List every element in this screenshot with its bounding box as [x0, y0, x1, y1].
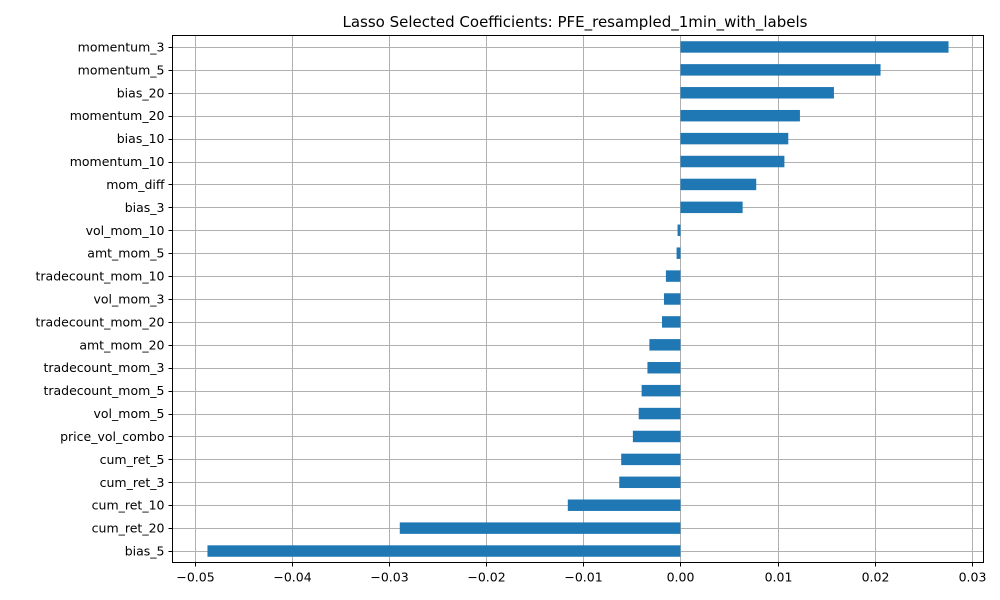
y-tick-label: amt_mom_20 [79, 337, 164, 352]
y-tick-label: momentum_3 [78, 39, 165, 54]
bar-momentum-10 [680, 155, 785, 168]
plot-frame [172, 35, 984, 563]
chart-title: Lasso Selected Coefficients: PFE_resampl… [343, 13, 808, 32]
y-tick-label: bias_20 [117, 85, 165, 100]
bar-cum-ret-20 [399, 522, 681, 534]
bar-amt-mom-5 [676, 247, 681, 259]
bar-tradecount-mom-3 [647, 362, 681, 374]
bar-cum-ret-3 [619, 476, 681, 489]
y-tick-label: bias_10 [117, 131, 165, 146]
y-tick-label: tradecount_mom_5 [43, 383, 164, 398]
y-tick-label: tradecount_mom_10 [36, 269, 165, 284]
y-tick-label: cum_ret_20 [92, 521, 165, 536]
bar-momentum-20 [680, 109, 800, 122]
y-tick-label: bias_5 [125, 544, 165, 559]
y-tick-label: cum_ret_3 [100, 475, 165, 490]
y-tick-label: tradecount_mom_20 [36, 314, 165, 329]
y-tick-label: cum_ret_5 [100, 452, 165, 467]
x-tick-label: −0.03 [370, 570, 408, 585]
bar-bias-10 [680, 132, 789, 145]
bar-vol-mom-5 [638, 407, 681, 420]
y-tick-label: bias_3 [125, 200, 165, 215]
bar-tradecount-mom-20 [662, 316, 681, 328]
x-tick-label: 0.02 [862, 570, 890, 585]
bar-bias-5 [207, 545, 681, 557]
x-axis-ticks: −0.05 −0.04 −0.03 −0.02 −0.01 0.00 0.01 0.02 0.0… [176, 562, 987, 585]
bar-tradecount-mom-5 [641, 384, 681, 397]
bar-momentum-3 [680, 41, 949, 53]
x-tick-label: −0.02 [467, 570, 505, 585]
y-tick-label: tradecount_mom_3 [43, 360, 164, 375]
y-tick-label: momentum_10 [70, 154, 165, 169]
x-tick-label: 0.03 [959, 570, 987, 585]
y-tick-label: vol_mom_5 [94, 406, 165, 421]
y-tick-label: cum_ret_10 [92, 498, 165, 513]
x-tick-label: −0.05 [176, 570, 214, 585]
y-tick-label: price_vol_combo [60, 429, 164, 444]
bar-tradecount-mom-10 [665, 270, 681, 282]
y-tick-label: vol_mom_3 [94, 292, 165, 307]
bar-cum-ret-5 [621, 453, 681, 466]
y-tick-label: momentum_20 [70, 108, 165, 123]
x-tick-label: 0.01 [765, 570, 793, 585]
bar-mom-diff [680, 178, 757, 191]
bar-bias-20 [680, 87, 834, 99]
grid-layer [172, 35, 984, 563]
y-tick-label: vol_mom_10 [86, 223, 165, 238]
x-tick-label: −0.01 [564, 570, 602, 585]
bar-amt-mom-20 [649, 339, 681, 351]
y-axis-ticks: momentum_3 momentum_5 bias_20 momentum_20bi… [36, 39, 173, 559]
y-tick-label: mom_diff [106, 177, 165, 192]
bar-cum-ret-10 [567, 499, 681, 511]
x-tick-label: 0.00 [667, 570, 695, 585]
bar-vol-mom-3 [663, 293, 681, 305]
y-tick-label: momentum_5 [78, 62, 165, 77]
bar-bias-3 [680, 201, 743, 214]
y-tick-label: amt_mom_5 [87, 246, 164, 261]
bar-momentum-5 [680, 64, 881, 76]
bar-vol-mom-10 [677, 224, 681, 236]
bar-layer [207, 41, 949, 557]
bar-price-vol-combo [632, 430, 681, 443]
x-tick-label: −0.04 [273, 570, 311, 585]
